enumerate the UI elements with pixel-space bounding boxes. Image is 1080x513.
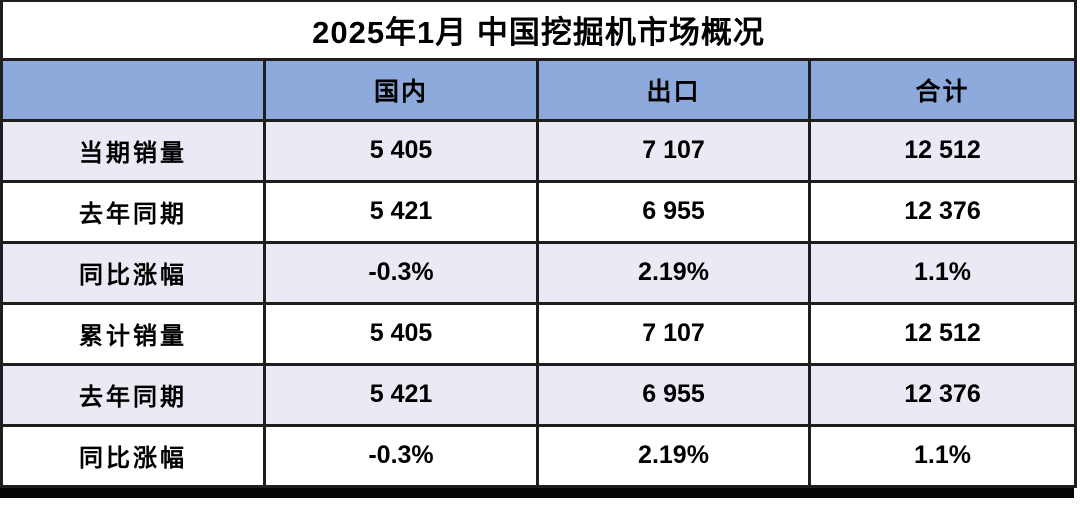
cell-total: 12 512 <box>807 301 1078 366</box>
row-label: 去年同期 <box>0 362 266 427</box>
table-bottom-border <box>0 487 1074 498</box>
row-label: 去年同期 <box>0 179 266 244</box>
column-header-export: 出口 <box>536 57 811 122</box>
cell-total: 12 376 <box>807 179 1078 244</box>
column-header-domestic: 国内 <box>263 57 539 122</box>
table-title-row: 2025年1月 中国挖掘机市场概况 <box>0 0 1078 61</box>
row-label: 累计销量 <box>0 301 266 366</box>
cell-export: 7 107 <box>536 301 811 366</box>
cell-domestic: 5 405 <box>263 118 539 183</box>
row-label: 同比涨幅 <box>0 423 266 488</box>
table-row: 同比涨幅 -0.3% 2.19% 1.1% <box>0 240 1078 305</box>
cell-total: 1.1% <box>807 240 1078 305</box>
column-header-total: 合计 <box>807 57 1078 122</box>
cell-domestic: 5 421 <box>263 362 539 427</box>
table-row: 同比涨幅 -0.3% 2.19% 1.1% <box>0 423 1078 488</box>
table-title: 2025年1月 中国挖掘机市场概况 <box>0 0 1078 61</box>
table-row: 累计销量 5 405 7 107 12 512 <box>0 301 1078 366</box>
cell-total: 12 512 <box>807 118 1078 183</box>
cell-domestic: 5 421 <box>263 179 539 244</box>
market-overview-table: 2025年1月 中国挖掘机市场概况 国内 出口 合计 当期销量 5 405 7 … <box>0 0 1078 498</box>
table-header-row: 国内 出口 合计 <box>0 57 1078 122</box>
cell-domestic: 5 405 <box>263 301 539 366</box>
cell-total: 1.1% <box>807 423 1078 488</box>
table-row: 去年同期 5 421 6 955 12 376 <box>0 362 1078 427</box>
table-row: 去年同期 5 421 6 955 12 376 <box>0 179 1078 244</box>
row-label: 当期销量 <box>0 118 266 183</box>
cell-export: 6 955 <box>536 179 811 244</box>
cell-domestic: -0.3% <box>263 423 539 488</box>
column-header-blank <box>0 57 266 122</box>
table-row: 当期销量 5 405 7 107 12 512 <box>0 118 1078 183</box>
row-label: 同比涨幅 <box>0 240 266 305</box>
cell-domestic: -0.3% <box>263 240 539 305</box>
cell-total: 12 376 <box>807 362 1078 427</box>
cell-export: 2.19% <box>536 423 811 488</box>
cell-export: 2.19% <box>536 240 811 305</box>
cell-export: 7 107 <box>536 118 811 183</box>
data-table: 2025年1月 中国挖掘机市场概况 国内 出口 合计 当期销量 5 405 7 … <box>0 0 1078 488</box>
cell-export: 6 955 <box>536 362 811 427</box>
